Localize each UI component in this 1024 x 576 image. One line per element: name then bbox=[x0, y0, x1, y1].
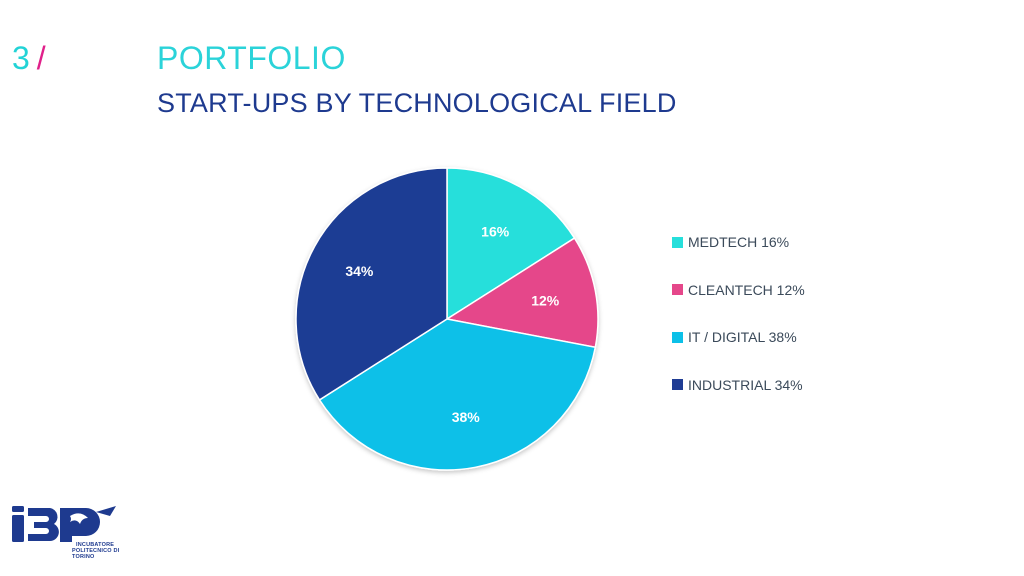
logo-line-2: POLITECNICO DI TORINO bbox=[72, 548, 120, 560]
data-label-it-digital: 38% bbox=[452, 409, 481, 425]
data-label-industrial: 34% bbox=[345, 263, 374, 279]
legend-swatch bbox=[672, 236, 683, 248]
logo-line-1: INCUBATORE bbox=[76, 542, 115, 548]
pie-slice-medtech bbox=[446, 167, 576, 321]
legend-swatch bbox=[672, 331, 683, 343]
legend-item-it-digital: IT / DIGITAL 38% bbox=[672, 327, 805, 347]
legend-label: MEDTECH 16% bbox=[688, 234, 790, 250]
pie-slice-industrial bbox=[295, 167, 448, 401]
i3p-logo-mark bbox=[12, 506, 116, 542]
legend-item-medtech: MEDTECH 16% bbox=[672, 232, 805, 252]
page-title: PORTFOLIO bbox=[157, 40, 346, 76]
data-label-medtech: 16% bbox=[481, 223, 510, 239]
data-label-cleantech: 12% bbox=[531, 292, 560, 308]
legend-swatch bbox=[672, 284, 683, 295]
legend-label: INDUSTRIAL 34% bbox=[688, 376, 803, 393]
chart-legend: MEDTECH 16% CLEANTECH 12% IT / DIGITAL 38%… bbox=[672, 232, 805, 422]
section-slash: / bbox=[36, 40, 47, 76]
section-number-text: 3 bbox=[12, 40, 31, 76]
page-subtitle: START-UPS BY TECHNOLOGICAL FIELD bbox=[157, 88, 677, 118]
section-number: 3/ bbox=[12, 40, 47, 77]
legend-label: CLEANTECH 12% bbox=[688, 281, 805, 298]
legend-label: IT / DIGITAL 38% bbox=[688, 329, 797, 345]
legend-item-cleantech: CLEANTECH 12% bbox=[672, 280, 805, 300]
legend-swatch bbox=[672, 379, 683, 390]
i3p-logo: INCUBATORE POLITECNICO DI TORINO bbox=[10, 504, 132, 560]
legend-item-industrial: INDUSTRIAL 34% bbox=[672, 375, 805, 395]
pie-slice-cleantech bbox=[444, 237, 599, 349]
